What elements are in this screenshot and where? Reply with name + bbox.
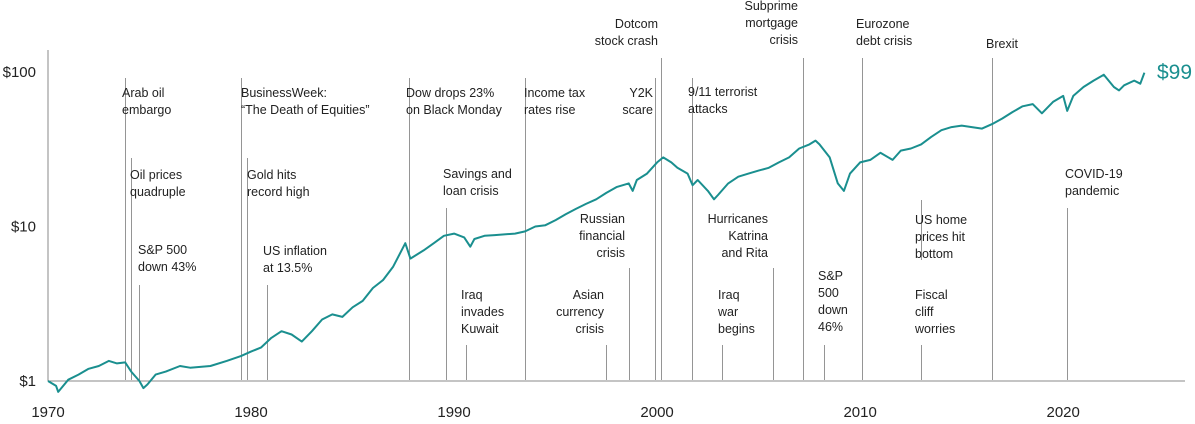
event-label: cliff — [915, 305, 934, 319]
x-tick-label: 2010 — [843, 404, 876, 421]
event-label: Arab oil — [122, 86, 164, 100]
event-label: bottom — [915, 247, 953, 261]
event-label: loan crisis — [443, 184, 499, 198]
event-label: 46% — [818, 320, 843, 334]
y-tick-label: $100 — [3, 64, 36, 81]
event-label: scare — [622, 103, 653, 117]
event-label: financial — [579, 229, 625, 243]
event-label: “The Death of Equities” — [241, 103, 370, 117]
event-label: US home — [915, 213, 967, 227]
event-label: down — [818, 303, 848, 317]
event-label: 9/11 terrorist — [688, 85, 758, 99]
event-label: US inflation — [263, 244, 327, 258]
y-tick-label: $10 — [11, 219, 36, 236]
event-label: Gold hits — [247, 168, 296, 182]
axes — [47, 50, 1185, 382]
event-label: COVID-19 — [1065, 167, 1123, 181]
event-label: quadruple — [130, 185, 186, 199]
event-label: Eurozone — [856, 17, 910, 31]
event-label: rates rise — [524, 103, 575, 117]
event-label: Iraq — [718, 288, 740, 302]
event-label: and Rita — [721, 246, 768, 260]
event-label: debt crisis — [856, 34, 912, 48]
event-label: S&P 500 — [138, 243, 187, 257]
event-label: at 13.5% — [263, 261, 312, 275]
event-label: embargo — [122, 103, 171, 117]
event-label: Kuwait — [461, 322, 499, 336]
event-label: 500 — [818, 286, 839, 300]
event-label: Katrina — [728, 229, 768, 243]
y-tick-label: $1 — [19, 373, 36, 390]
event-label: Iraq — [461, 288, 483, 302]
event-label: crisis — [770, 33, 798, 47]
event-lines — [125, 58, 1068, 380]
event-label: Subprime — [745, 0, 799, 13]
event-label: Dow drops 23% — [406, 86, 494, 100]
event-label: mortgage — [745, 16, 798, 30]
event-label: Savings and — [443, 167, 512, 181]
event-label: Asian — [573, 288, 604, 302]
event-label: attacks — [688, 102, 728, 116]
series-line — [47, 72, 1146, 393]
event-label: Hurricanes — [708, 212, 768, 226]
x-tick-label: 1970 — [31, 404, 64, 421]
event-label: Fiscal — [915, 288, 948, 302]
event-label: currency — [556, 305, 605, 319]
event-label: crisis — [597, 246, 625, 260]
event-label: worries — [914, 322, 955, 336]
x-tick-label: 2020 — [1046, 404, 1079, 421]
event-label: Brexit — [986, 37, 1018, 51]
x-axis-ticks: 1970 1980 1990 2000 2010 2020 — [31, 404, 1080, 421]
event-label: pandemic — [1065, 184, 1119, 198]
event-label: record high — [247, 185, 310, 199]
event-label: S&P — [818, 269, 843, 283]
final-value-label: $99 — [1157, 61, 1192, 84]
event-label: BusinessWeek: — [241, 86, 327, 100]
event-label: Income tax — [524, 86, 586, 100]
event-label: Russian — [580, 212, 625, 226]
x-tick-label: 1980 — [234, 404, 267, 421]
event-labels: Arab oil embargo Oil prices quadruple S&P 50… — [122, 0, 1123, 336]
event-label: invades — [461, 305, 504, 319]
event-label: Y2K — [629, 86, 653, 100]
event-label: stock crash — [595, 34, 658, 48]
event-label: crisis — [576, 322, 604, 336]
event-label: Oil prices — [130, 168, 182, 182]
x-tick-label: 2000 — [640, 404, 673, 421]
event-label: Dotcom — [615, 17, 658, 31]
y-axis-ticks: $1 $10 $100 — [3, 64, 36, 390]
event-label: on Black Monday — [406, 103, 503, 117]
series-layer — [47, 72, 1146, 393]
event-label: war — [717, 305, 738, 319]
event-label: begins — [718, 322, 755, 336]
event-label: prices hit — [915, 230, 966, 244]
x-tick-label: 1990 — [437, 404, 470, 421]
event-label: down 43% — [138, 260, 196, 274]
